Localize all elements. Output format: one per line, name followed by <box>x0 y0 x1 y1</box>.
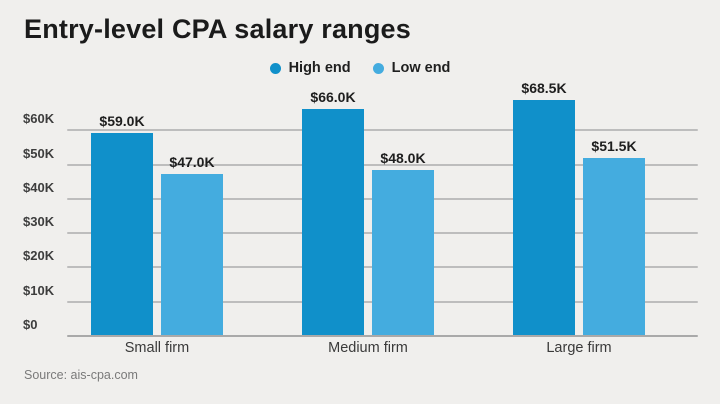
legend-dot-icon <box>372 62 384 74</box>
gridline <box>67 164 698 166</box>
bar-low-end-medium-firm <box>372 170 434 335</box>
y-tick-label: $0 <box>23 317 38 332</box>
y-tick-label: $30K <box>23 214 55 229</box>
legend-item-high-end: High end <box>269 60 351 76</box>
legend-dot-icon <box>269 62 281 74</box>
legend: High end Low end <box>0 60 720 76</box>
x-axis-baseline <box>67 335 698 337</box>
x-category-label: Small firm <box>124 340 190 356</box>
y-tick-label: $20K <box>23 248 55 263</box>
legend-label: High end <box>288 60 351 76</box>
bar-value-label: $66.0K <box>310 89 356 105</box>
legend-item-low-end: Low end <box>372 60 451 76</box>
y-tick-label: $60K <box>23 111 55 126</box>
bar-high-end-small-firm <box>91 133 153 335</box>
bar-high-end-medium-firm <box>302 109 364 335</box>
bar-low-end-large-firm <box>583 158 645 335</box>
bar-low-end-small-firm <box>161 174 223 335</box>
y-tick-label: $50K <box>23 146 55 161</box>
bar-high-end-large-firm <box>513 100 575 335</box>
bar-value-label: $59.0K <box>99 113 145 129</box>
y-tick-label: $40K <box>23 180 55 195</box>
x-category-label: Medium firm <box>328 340 408 356</box>
bar-value-label: $51.5K <box>591 138 637 154</box>
legend-label: Low end <box>391 60 451 76</box>
x-category-label: Large firm <box>546 340 612 356</box>
bar-value-label: $47.0K <box>169 154 215 170</box>
chart-title: Entry-level CPA salary ranges <box>24 14 411 44</box>
bar-value-label: $48.0K <box>380 150 426 166</box>
gridline <box>67 129 698 131</box>
y-tick-label: $10K <box>23 283 55 298</box>
source-attribution: Source: ais-cpa.com <box>24 368 138 382</box>
bar-value-label: $68.5K <box>521 80 567 96</box>
